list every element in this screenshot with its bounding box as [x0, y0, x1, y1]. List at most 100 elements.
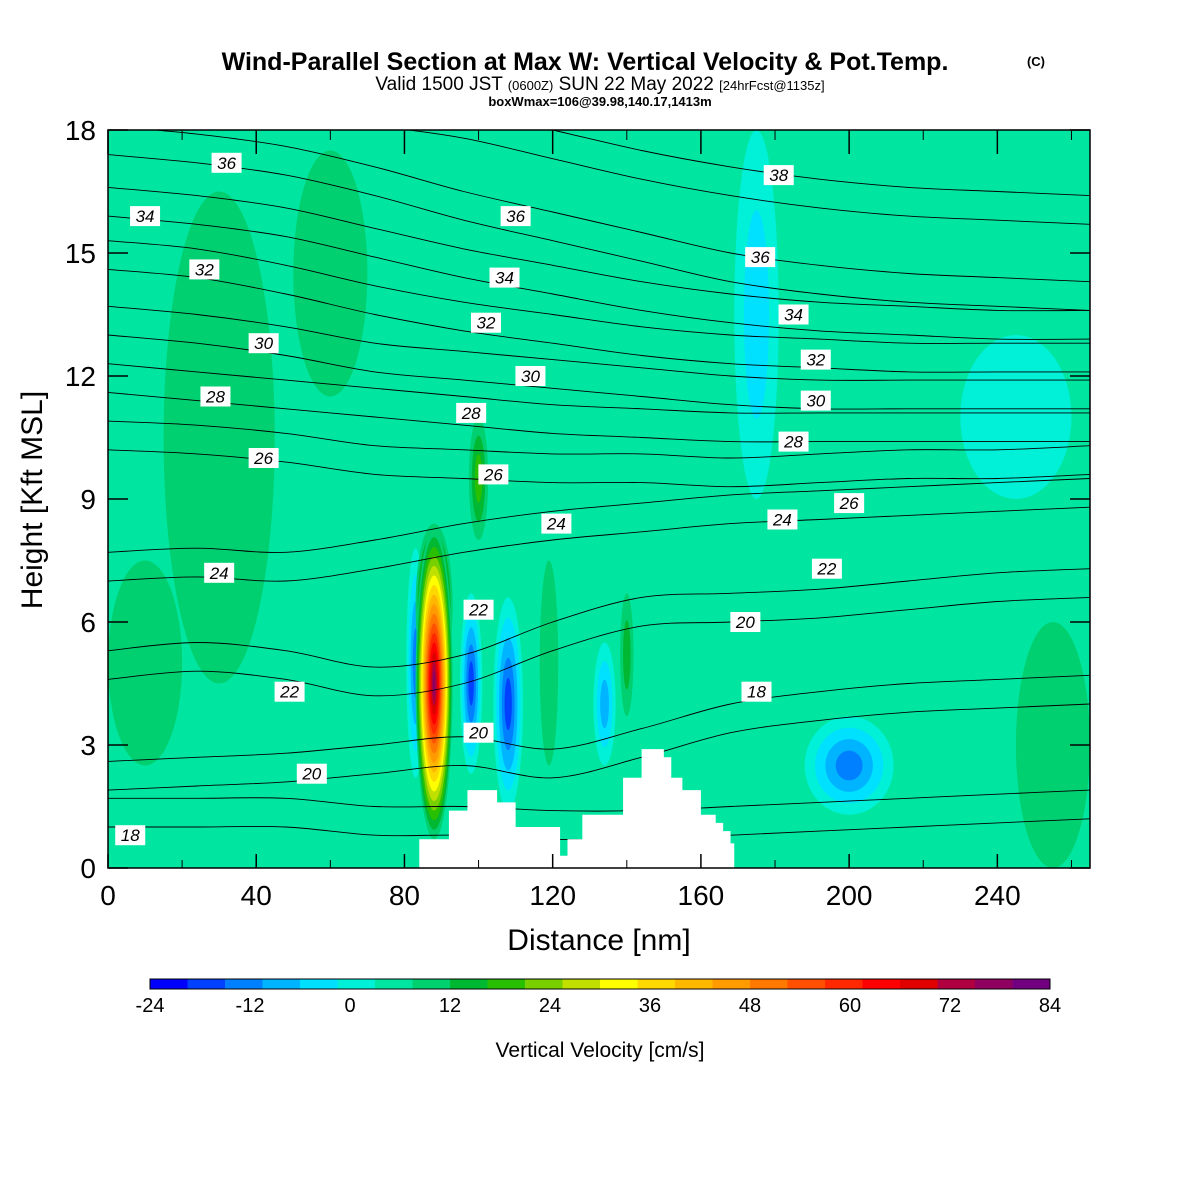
theta-contour-24: [108, 506, 1090, 582]
contour-label-20: 20: [296, 763, 327, 784]
contour-label-box: [800, 349, 831, 370]
contour-label-box: [296, 763, 327, 784]
contour-label-text: 24: [772, 511, 792, 530]
colorbar-tick-label: 84: [1039, 995, 1061, 1017]
contour-label-22: 22: [811, 558, 842, 579]
contour-label-text: 20: [301, 765, 321, 784]
contour-label-text: 22: [816, 560, 836, 579]
y-axis-label: Height [Kft MSL]: [16, 391, 49, 609]
contour-label-box: [470, 312, 501, 333]
contour-label-32: 32: [189, 259, 220, 280]
contour-label-30: 30: [800, 390, 831, 411]
colorbar-tick-label: 36: [639, 995, 661, 1017]
contour-label-text: 28: [461, 404, 481, 423]
colorbar-swatch: [1012, 979, 1051, 989]
y-tick-label: 6: [80, 607, 96, 638]
contour-label-18: 18: [741, 681, 772, 702]
contour-label-text: 24: [209, 564, 229, 583]
contour-label-box: [767, 509, 798, 530]
copyright-mark: (C): [1027, 54, 1045, 69]
colorbar-swatch: [862, 979, 901, 989]
x-tick-label: 80: [389, 880, 420, 911]
contour-label-box: [500, 206, 531, 227]
contour-label-box: [274, 681, 305, 702]
colorbar-tick-label: 24: [539, 995, 561, 1017]
w-band-12-4: [468, 661, 474, 706]
theta-contour-24-half: [108, 478, 1090, 553]
w-band-11-3: [835, 750, 863, 781]
contour-label-text: 20: [735, 613, 755, 632]
chart-title: Wind-Parallel Section at Max W: Vertical…: [222, 48, 949, 76]
contour-labels: 36 34 32 30 28 26 24 22 20 18 36 34 32 30 28 26 24 22 20 38…: [115, 152, 865, 846]
contour-label-box: [800, 390, 831, 411]
colorbar-tick-label: -24: [136, 995, 165, 1017]
colorbar-swatch: [900, 979, 938, 989]
contour-label-30: 30: [248, 333, 279, 354]
colorbar-swatch: [262, 979, 301, 989]
w-band-7-1: [623, 620, 631, 690]
colorbar-swatch: [525, 979, 563, 989]
theta-contour-26-half: [108, 420, 1090, 459]
contour-label-box: [778, 431, 809, 452]
contour-label-18: 18: [115, 825, 146, 846]
contour-label-text: 36: [751, 248, 770, 267]
colorbar-tick-label: 48: [739, 995, 761, 1017]
colorbar-swatch: [225, 979, 263, 989]
boxwmax-line: boxWmax=106@39.98,140.17,1413m: [488, 94, 711, 109]
valid-date: SUN 22 May 2022: [559, 74, 714, 95]
theta-contour-18-half: [108, 789, 1090, 812]
w-band-5-0: [1015, 622, 1090, 868]
contour-label-text: 22: [279, 683, 299, 702]
contour-label-26: 26: [248, 448, 279, 468]
contour-label-text: 18: [121, 826, 140, 845]
y-tick-label: 18: [65, 115, 96, 146]
contour-label-text: 26: [483, 465, 503, 484]
x-tick-label: 120: [529, 880, 576, 911]
contour-label-36: 36: [500, 206, 531, 227]
colorbar-swatch: [750, 979, 788, 989]
w-band-3-1: [743, 210, 770, 419]
contour-label-box: [834, 493, 865, 514]
contour-label-34: 34: [778, 304, 809, 325]
colorbar-swatch: [600, 979, 638, 989]
w-band-1-0: [108, 560, 183, 766]
contour-label-box: [200, 386, 231, 407]
colorbar-swatch: [375, 979, 413, 989]
contour-label-text: 32: [195, 260, 214, 279]
y-tick-label: 0: [80, 853, 96, 884]
w-band-15-15: [432, 671, 436, 696]
contour-label-box: [211, 152, 242, 173]
contour-label-text: 28: [205, 388, 225, 407]
theta-contour-22: [108, 596, 1090, 697]
y-tick-label: 15: [65, 238, 96, 269]
theta-contour-28-half: [108, 363, 1090, 414]
contour-label-box: [248, 333, 279, 354]
contour-label-38: 38: [763, 165, 794, 186]
contour-label-24: 24: [204, 562, 235, 583]
contour-label-box: [189, 259, 220, 280]
contour-label-box: [741, 681, 772, 702]
w-band-8-2: [600, 679, 609, 729]
theta-contour-38: [405, 130, 1090, 225]
theta-contour-36: [108, 154, 1090, 311]
colorbar-swatch: [337, 979, 376, 989]
contour-label-text: 30: [806, 392, 825, 411]
vertical-velocity-field: [108, 130, 1090, 868]
colorbar-frame: [149, 978, 1051, 990]
w-band-2-0: [960, 335, 1072, 499]
contour-label-22: 22: [463, 599, 494, 620]
contour-label-text: 34: [136, 207, 155, 226]
colorbar-swatch: [187, 979, 226, 989]
contour-label-22: 22: [274, 681, 305, 702]
theta-contour-20-half: [108, 674, 1090, 762]
y-tick-label: 3: [80, 730, 96, 761]
theta-contour-34: [108, 215, 1090, 340]
w-band-0-0: [293, 150, 368, 397]
contour-label-box: [811, 558, 842, 579]
terrain: [419, 749, 735, 868]
colorbar-swatch: [712, 979, 751, 989]
contour-label-30: 30: [515, 366, 546, 386]
colorbar-label: Vertical Velocity [cm/s]: [496, 1039, 705, 1062]
contour-label-box: [115, 825, 146, 846]
